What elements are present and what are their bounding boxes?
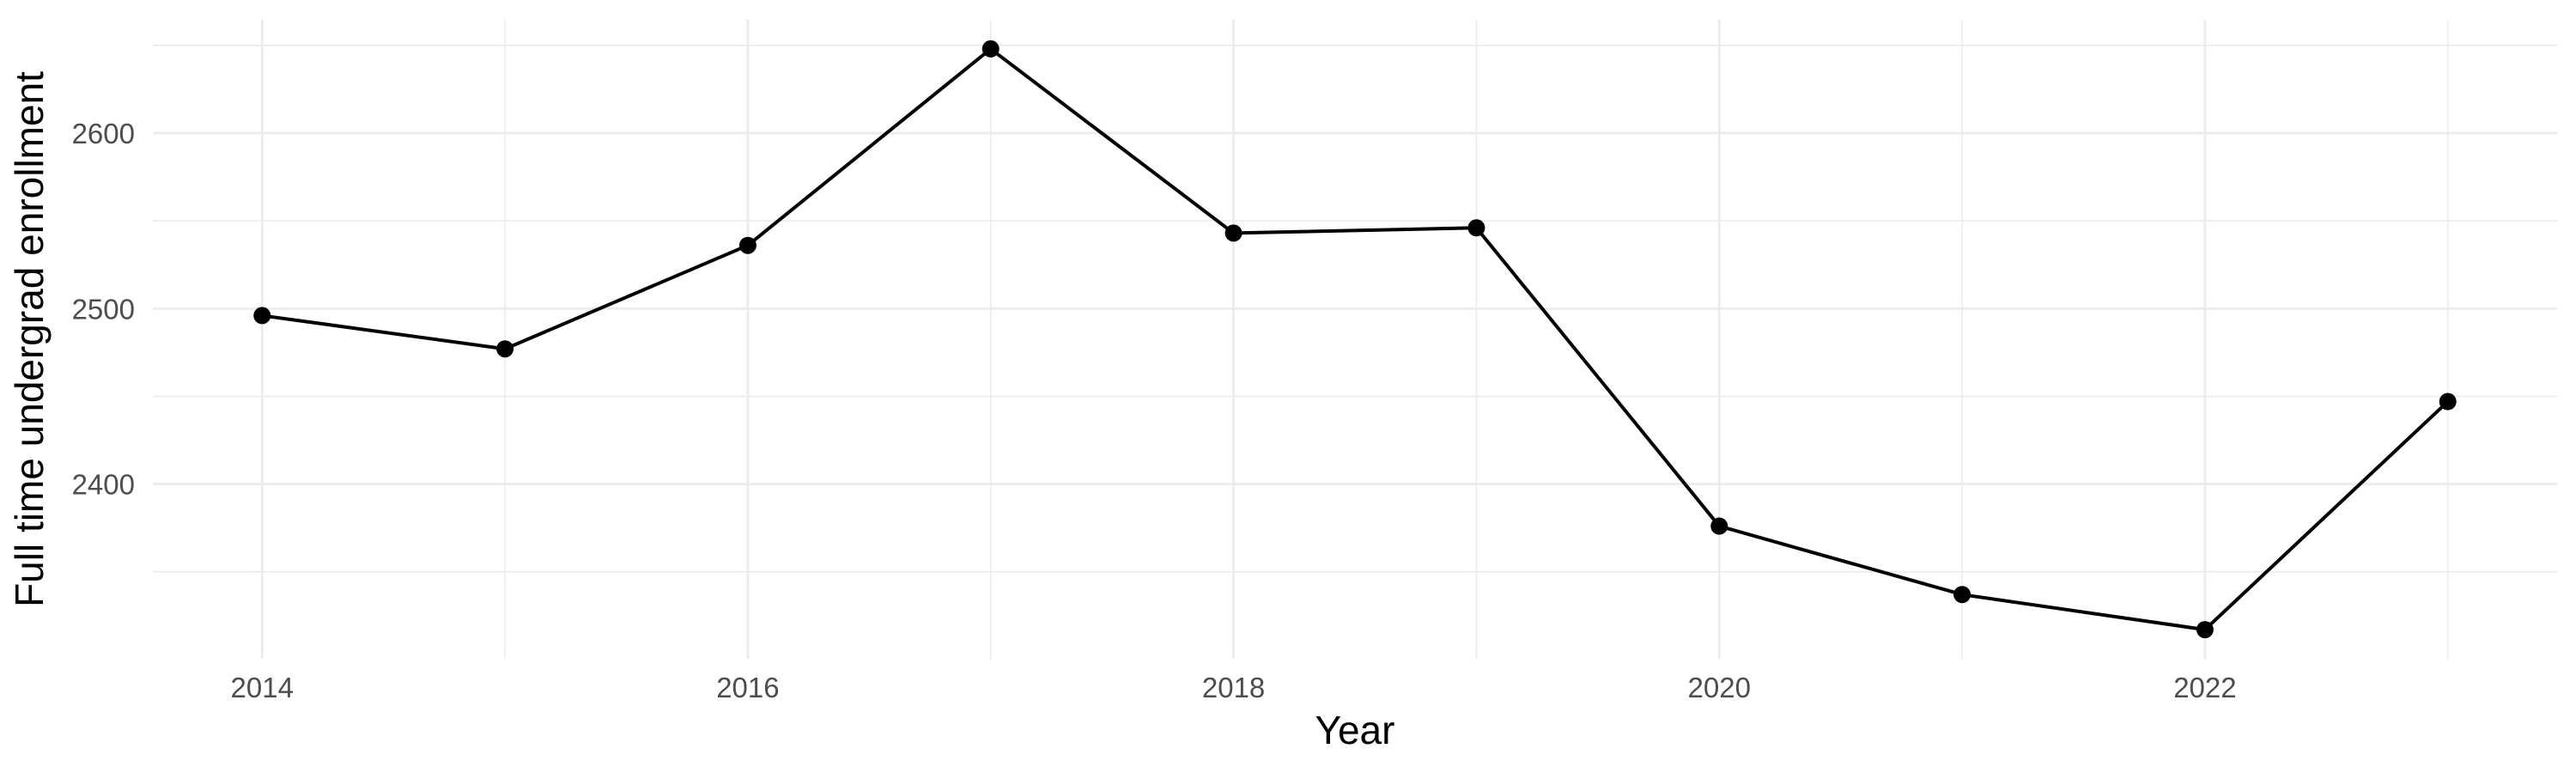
data-point	[1224, 224, 1242, 242]
x-tick-label: 2014	[231, 672, 294, 703]
line-series	[260, 46, 2450, 632]
x-tick-label: 2022	[2173, 672, 2236, 703]
data-point	[253, 307, 271, 325]
data-point	[738, 236, 756, 254]
x-tick-label: 2018	[1202, 672, 1265, 703]
data-point	[1710, 517, 1728, 535]
data-point	[496, 340, 514, 358]
y-axis-title: Full time undergrad enrollment	[7, 71, 52, 607]
x-axis-tick-labels: 2014 2016 2018 2020 2022	[231, 672, 2237, 703]
major-gridlines	[153, 20, 2557, 659]
data-point	[2439, 393, 2457, 411]
data-points	[253, 40, 2457, 639]
data-point	[2196, 621, 2214, 639]
data-point	[981, 40, 999, 58]
y-tick-label: 2600	[72, 118, 135, 149]
x-axis-title: Year	[1315, 708, 1395, 752]
data-point	[1467, 219, 1485, 237]
x-tick-label: 2016	[716, 672, 779, 703]
data-point	[1953, 586, 1971, 604]
x-tick-label: 2020	[1688, 672, 1751, 703]
y-tick-label: 2500	[72, 293, 135, 325]
series-line	[260, 46, 2450, 632]
y-axis-tick-labels: 2400 2500 2600	[72, 118, 135, 501]
y-tick-label: 2400	[72, 469, 135, 501]
minor-gridlines	[153, 20, 2557, 659]
